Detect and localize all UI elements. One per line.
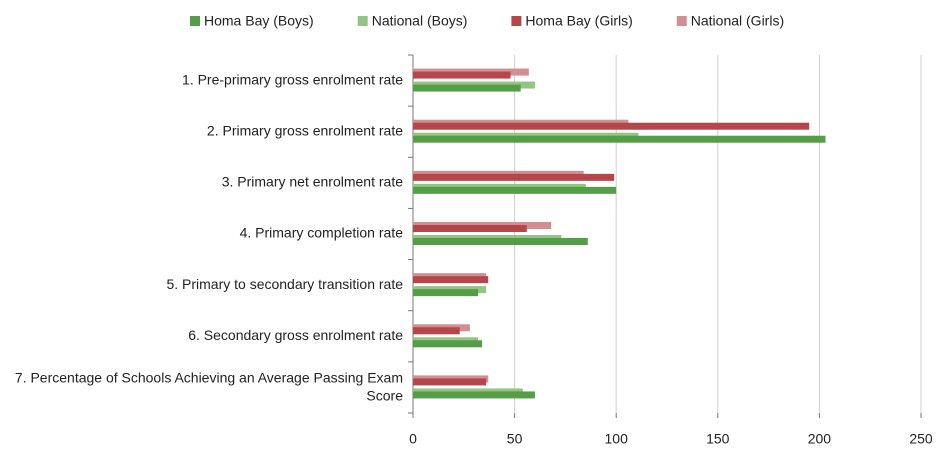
- bar: [413, 327, 460, 335]
- legend-swatch: [357, 16, 368, 26]
- bar: [413, 378, 487, 386]
- y-tick-label: 5. Primary to secondary transition rate: [166, 276, 403, 292]
- legend-swatch: [511, 16, 522, 26]
- bar: [413, 225, 527, 232]
- bar: [413, 186, 617, 194]
- x-tick-label: 200: [808, 431, 832, 447]
- bar: [413, 391, 535, 399]
- bar: [413, 122, 810, 130]
- y-tick-label: 3. Primary net enrolment rate: [222, 174, 404, 190]
- legend-label: Homa Bay (Boys): [204, 13, 314, 29]
- x-tick-label: 250: [909, 431, 933, 447]
- x-tick-label: 150: [706, 431, 730, 447]
- legend-label: National (Girls): [691, 13, 784, 29]
- bar: [413, 84, 521, 92]
- bar: [413, 71, 511, 79]
- x-tick-label: 50: [507, 431, 523, 447]
- y-tick-label: 7. Percentage of Schools Achieving an Av…: [15, 369, 403, 403]
- legend-swatch: [190, 16, 200, 26]
- legend-label: Homa Bay (Girls): [525, 13, 632, 29]
- legend-swatch: [676, 16, 687, 26]
- x-tick-label: 0: [409, 431, 417, 447]
- bar: [413, 276, 489, 284]
- legend-label: National (Boys): [372, 13, 468, 29]
- y-tick-label: 6. Secondary gross enrolment rate: [188, 327, 403, 343]
- y-tick-label: 1. Pre-primary gross enrolment rate: [182, 71, 403, 87]
- x-tick-label: 100: [605, 431, 629, 447]
- bar: [413, 289, 479, 297]
- bar: [413, 238, 588, 245]
- bar: [413, 340, 483, 348]
- bar: [413, 135, 826, 143]
- y-tick-label: 4. Primary completion rate: [240, 225, 404, 241]
- y-tick-label: 2. Primary gross enrolment rate: [207, 122, 403, 138]
- bar: [413, 173, 615, 181]
